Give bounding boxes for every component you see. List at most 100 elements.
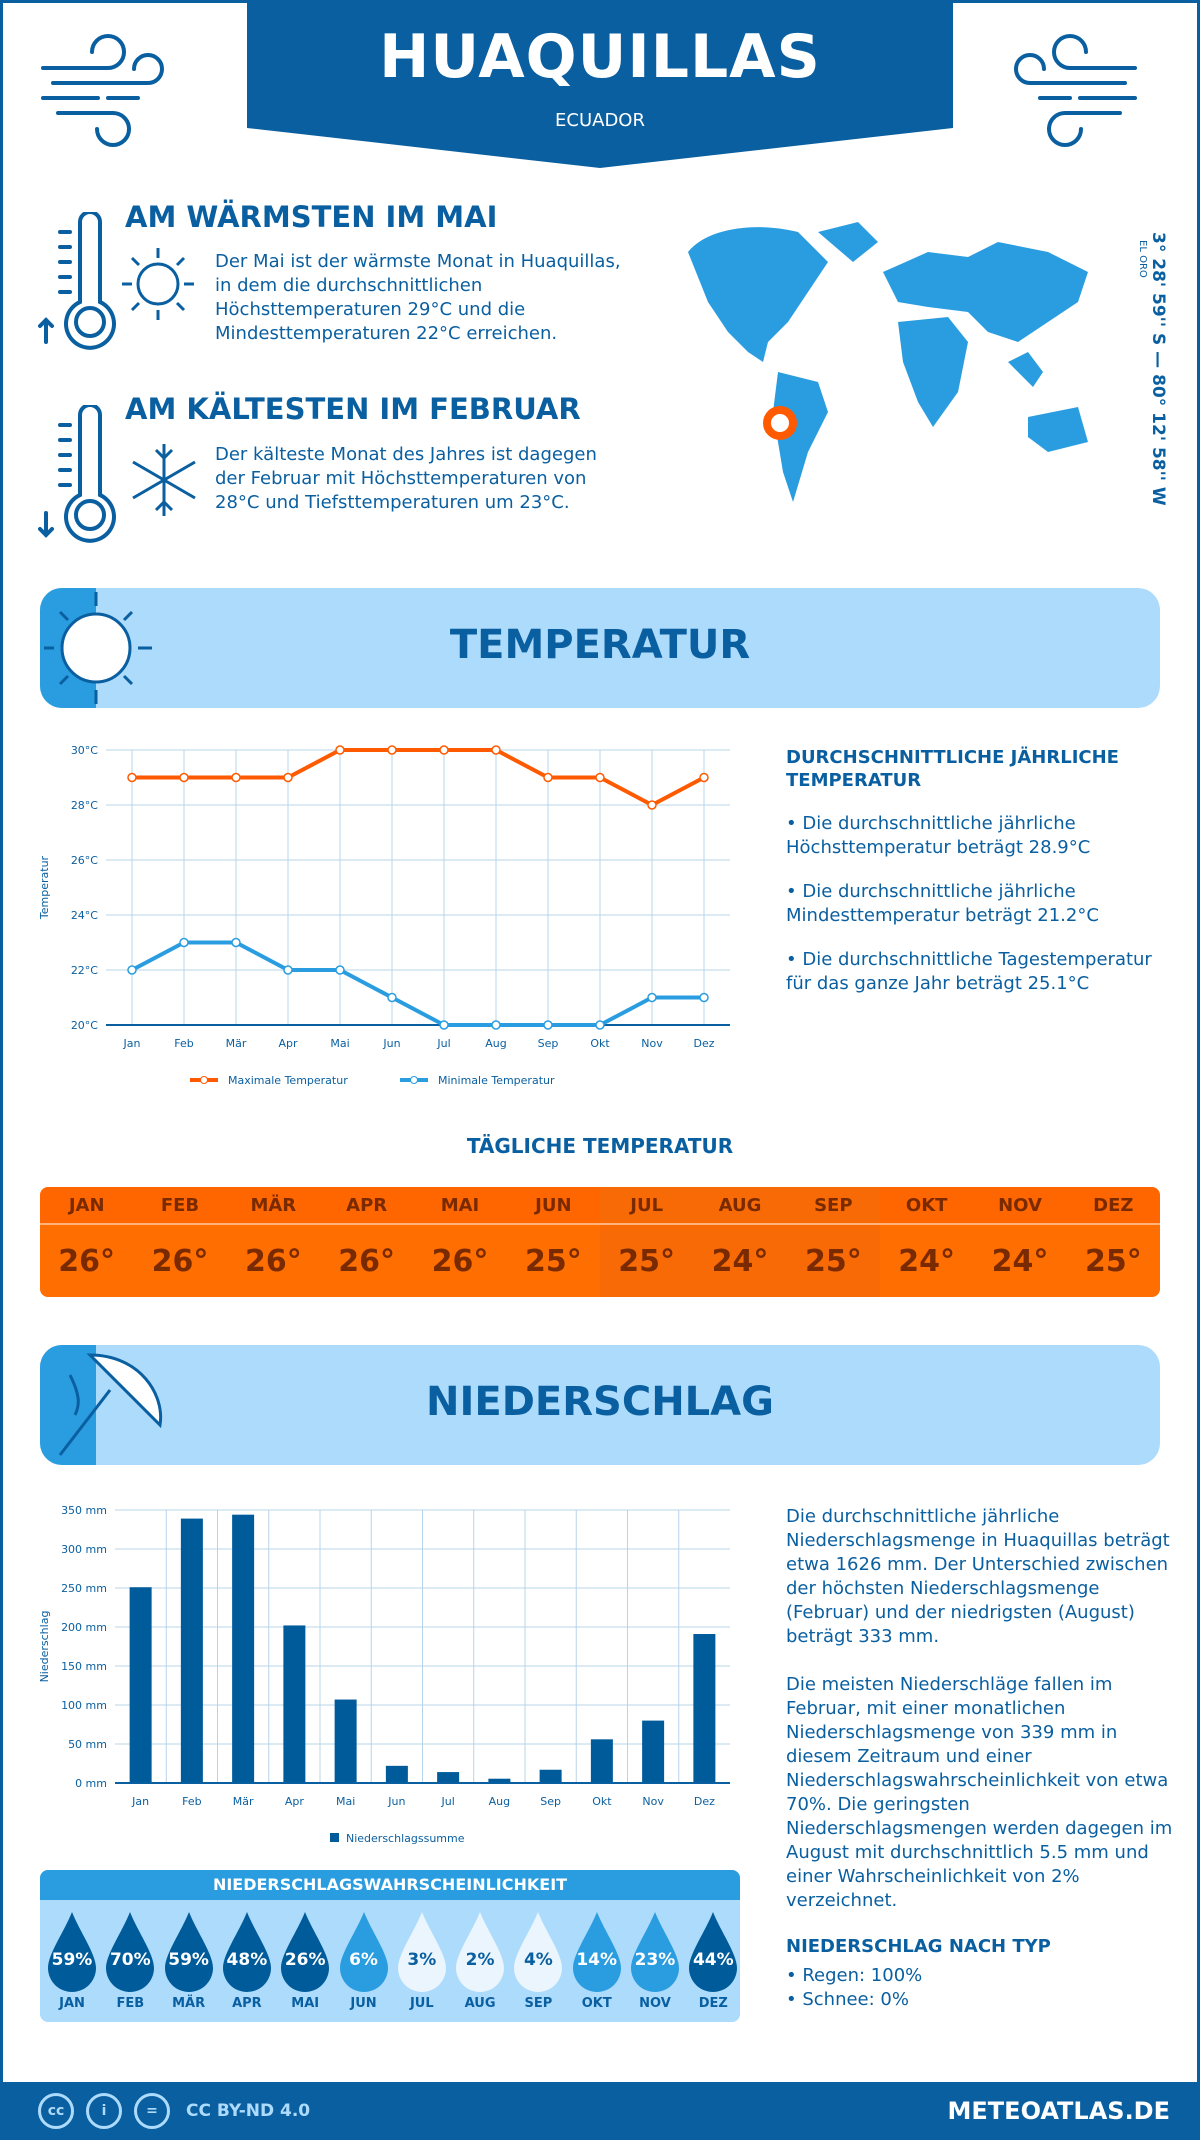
- precip-probability-drop: 3% JUL: [396, 1910, 448, 2020]
- y-tick-label: 300 mm: [61, 1543, 107, 1556]
- raindrop-icon: [689, 1912, 738, 1992]
- raindrop-icon: [514, 1912, 563, 1992]
- x-tick-label: Feb: [182, 1795, 201, 1808]
- data-point: [335, 745, 345, 755]
- header-banner: [247, 0, 953, 168]
- precip-bar: [232, 1514, 255, 1783]
- precipitation-chart: 0 mm 50 mm 100 mm 150 mm 200 mm 250 mm 300 mm 3…: [38, 1504, 730, 1845]
- sun-icon: [122, 248, 194, 320]
- x-tick-label: Sep: [540, 1795, 561, 1808]
- legend-swatch: [330, 1833, 339, 1842]
- summary-item: • Die durchschnittliche jährliche Mindes…: [786, 881, 1099, 926]
- y-tick-label: 26°C: [71, 854, 98, 867]
- probability-value: 48%: [226, 1950, 268, 1970]
- license-label[interactable]: CC BY-ND 4.0: [186, 2101, 311, 2121]
- x-tick-label: Nov: [641, 1037, 663, 1050]
- raindrop-icon: [397, 1912, 446, 1992]
- country-label: ECUADOR: [555, 110, 645, 131]
- site-link[interactable]: METEOATLAS.DE: [947, 2097, 1170, 2125]
- probability-month: MAI: [291, 1996, 320, 2011]
- precipitation-banner: [40, 1345, 1160, 1465]
- x-tick-label: Jan: [131, 1795, 149, 1808]
- precip-probability-drop: 48% APR: [221, 1910, 273, 2020]
- probability-month: JAN: [59, 1996, 85, 2011]
- data-point: [491, 745, 501, 755]
- series-line: [131, 940, 704, 1027]
- coldest-title: AM KÄLTESTEN IM FEBRUAR: [125, 392, 581, 426]
- raindrop-icon: [164, 1912, 213, 1992]
- daily-temp-value: 26°: [40, 1225, 134, 1297]
- probability-month: FEB: [116, 1996, 145, 2011]
- y-tick-label: 200 mm: [61, 1621, 107, 1634]
- x-tick-label: Aug: [485, 1037, 506, 1050]
- probability-value: 23%: [634, 1950, 676, 1970]
- no-derivatives-icon: =: [134, 2093, 170, 2129]
- daily-month-header: JAN: [40, 1187, 134, 1225]
- x-tick-label: Aug: [489, 1795, 510, 1808]
- precip-probability-drop: 44% DEZ: [687, 1910, 739, 2020]
- daily-month-header: AUG: [693, 1187, 787, 1225]
- probability-month: MÄR: [172, 1996, 206, 2011]
- x-tick-label: Jul: [440, 1795, 454, 1808]
- y-axis-label: Niederschlag: [38, 1611, 51, 1683]
- precip-probability-panel: NIEDERSCHLAGSWAHRSCHEINLICHKEIT 59% JAN 70…: [40, 1870, 740, 2022]
- x-tick-label: Jun: [387, 1795, 405, 1808]
- warmest-text: Der Mai ist der wärmste Monat in Huaquil…: [215, 251, 621, 344]
- data-point: [387, 745, 397, 755]
- daily-month-header: APR: [320, 1187, 414, 1225]
- data-point: [699, 992, 709, 1003]
- daily-temp-value: 25°: [600, 1225, 694, 1297]
- x-tick-label: Sep: [538, 1037, 559, 1050]
- precip-bar: [488, 1778, 511, 1783]
- legend-label: Maximale Temperatur: [228, 1074, 348, 1087]
- precip-probability-drop: 14% OKT: [571, 1910, 623, 2020]
- daily-temp-title: TÄGLICHE TEMPERATUR: [466, 1134, 734, 1158]
- daily-temp-value: 25°: [506, 1225, 600, 1297]
- y-tick-label: 250 mm: [61, 1582, 107, 1595]
- legend-label: Niederschlagssumme: [346, 1832, 465, 1845]
- probability-value: 59%: [168, 1950, 209, 1970]
- y-tick-label: 22°C: [71, 964, 98, 977]
- data-point: [283, 772, 293, 783]
- x-tick-label: Nov: [642, 1795, 664, 1808]
- y-tick-label: 30°C: [71, 744, 98, 757]
- probability-month: AUG: [464, 1996, 496, 2011]
- precip-bar: [437, 1772, 460, 1783]
- x-tick-label: Okt: [592, 1795, 612, 1808]
- daily-temp-value: 25°: [786, 1225, 880, 1297]
- precip-bar: [590, 1739, 613, 1783]
- summary-item: • Die durchschnittliche Tagestemperatur …: [786, 949, 1152, 994]
- daily-temp-value: 24°: [693, 1225, 787, 1297]
- temperature-banner: [40, 588, 1160, 708]
- daily-month-header: JUL: [600, 1187, 694, 1225]
- daily-temp-value: 26°: [226, 1225, 320, 1297]
- data-point: [595, 772, 605, 783]
- probability-value: 59%: [51, 1950, 93, 1970]
- snowflake-icon: [132, 444, 196, 516]
- probability-value: 44%: [692, 1950, 734, 1970]
- data-point: [179, 937, 189, 948]
- precip-probability-drop: 23% NOV: [629, 1910, 681, 2020]
- data-point: [231, 937, 241, 948]
- raindrop-icon: [339, 1912, 388, 1992]
- precip-probability-drop: 6% JUN: [338, 1910, 390, 2020]
- location-marker-icon: [763, 406, 797, 440]
- probability-value: 70%: [109, 1950, 151, 1970]
- daily-month-header: OKT: [880, 1187, 974, 1225]
- y-axis-label: Temperatur: [38, 855, 51, 920]
- probability-month: JUL: [409, 1996, 434, 2011]
- precip-text-2: Die meisten Niederschläge fallen im Febr…: [786, 1674, 1173, 1911]
- x-tick-label: Dez: [693, 1037, 714, 1050]
- attribution-icon: i: [86, 2093, 122, 2129]
- data-point: [491, 1020, 501, 1030]
- series-line: [132, 748, 705, 808]
- legend-marker: [200, 1076, 208, 1084]
- probability-value: 2%: [465, 1950, 495, 1970]
- raindrop-icon: [456, 1912, 505, 1992]
- data-point: [127, 772, 137, 783]
- raindrop-icon: [222, 1912, 271, 1992]
- daily-temp-table: JAN FEB MÄR APR MAI JUN JUL AUG SEP OKT NOV DEZ 26° 2…: [40, 1187, 1160, 1297]
- legend-label: Minimale Temperatur: [438, 1074, 555, 1087]
- precip-bar: [642, 1720, 665, 1783]
- raindrop-icon: [281, 1912, 330, 1992]
